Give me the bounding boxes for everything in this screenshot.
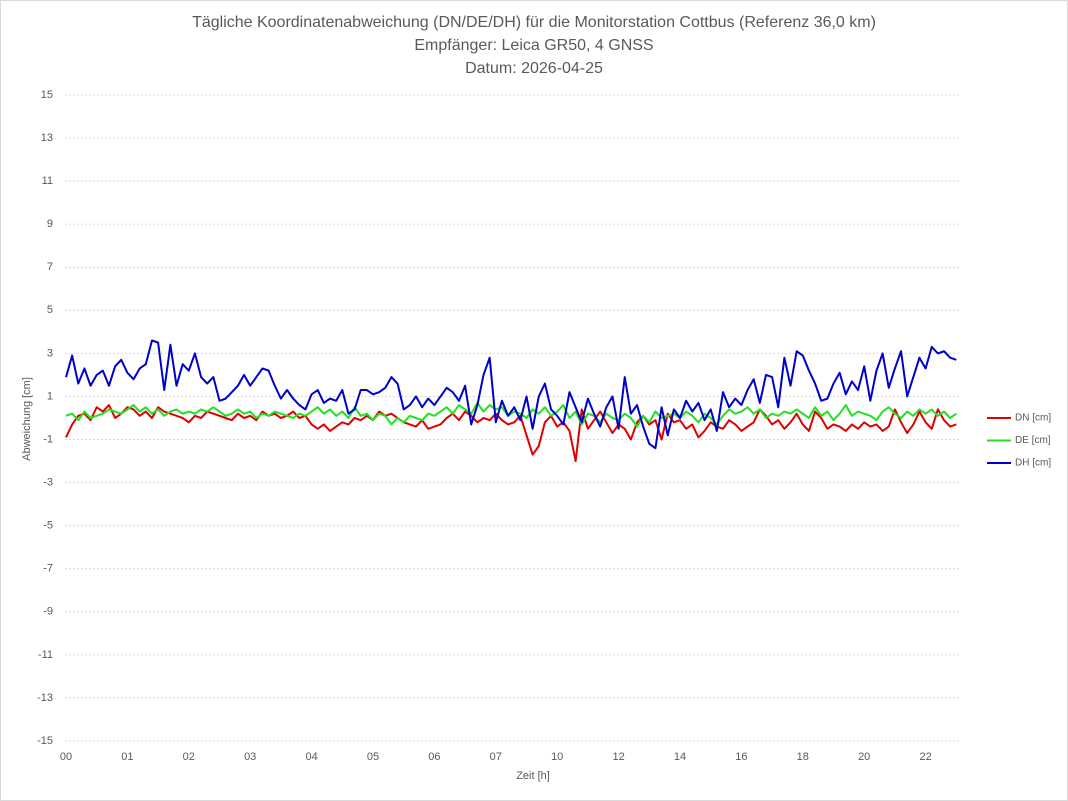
series-line	[65, 404, 957, 463]
x-tick-label: 00	[60, 751, 72, 763]
x-tick-label: 03	[244, 751, 256, 763]
y-tick-label: 11	[42, 175, 53, 187]
y-tick-label: 5	[47, 304, 53, 316]
y-tick-label: 1	[47, 390, 53, 402]
y-tick-label: 9	[47, 218, 53, 230]
x-tick-label: 06	[428, 751, 440, 763]
x-tick-label: 04	[305, 751, 317, 763]
legend-label: DN [cm]	[1015, 413, 1051, 424]
x-tick-label: 18	[797, 751, 809, 763]
legend-label: DH [cm]	[1015, 458, 1051, 469]
legend-label: DE [cm]	[1015, 435, 1051, 446]
x-tick-label: 16	[735, 751, 747, 763]
y-tick-label: -15	[37, 735, 53, 747]
x-tick-label: 05	[367, 751, 379, 763]
x-tick-label: 22	[919, 751, 931, 763]
x-tick-label: 14	[674, 751, 686, 763]
chart-date: Datum: 2026-04-25	[465, 60, 603, 77]
y-tick-label: -11	[38, 649, 53, 661]
x-axis-title: Zeit [h]	[516, 770, 550, 782]
y-tick-label: 7	[47, 261, 53, 273]
series-line	[65, 339, 957, 450]
y-tick-label: -1	[43, 433, 53, 445]
y-tick-label: -7	[43, 563, 53, 575]
y-tick-label: -5	[43, 520, 53, 532]
x-tick-label: 07	[490, 751, 502, 763]
y-tick-label: 15	[41, 89, 53, 101]
y-axis-title: Abweichung [cm]	[21, 377, 33, 461]
chart-subtitle: Empfänger: Leica GR50, 4 GNSS	[414, 37, 653, 54]
x-tick-label: 12	[612, 751, 624, 763]
x-tick-label: 01	[121, 751, 133, 763]
x-tick-label: 02	[183, 751, 195, 763]
y-tick-label: -13	[37, 692, 53, 704]
x-tick-label: 10	[551, 751, 563, 763]
chart-title: Tägliche Koordinatenabweichung (DN/DE/DH…	[192, 14, 876, 31]
series-line	[65, 401, 957, 428]
y-tick-label: -9	[43, 606, 53, 618]
y-tick-label: 3	[47, 347, 53, 359]
x-tick-label: 20	[858, 751, 870, 763]
y-tick-label: 13	[41, 132, 53, 144]
y-tick-label: -3	[43, 477, 53, 489]
